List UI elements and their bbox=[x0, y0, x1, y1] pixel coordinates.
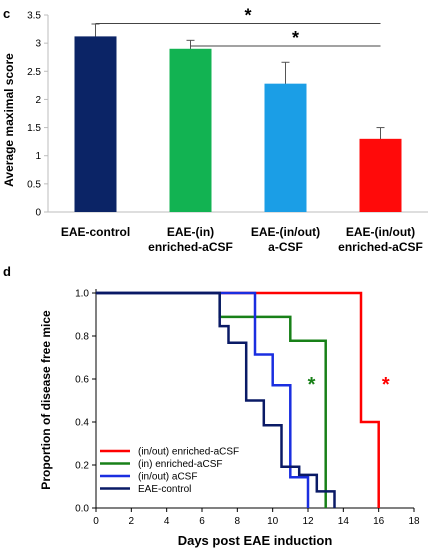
panel-c-y-ticks: 0 0.5 1 1.5 2 2.5 3 3.5 bbox=[27, 11, 48, 219]
panel-c-significance: ** bbox=[95, 5, 381, 48]
panel-d-ylabel: Proportion of disease free mice bbox=[39, 310, 53, 490]
panel-c-category-label: EAE-(in) bbox=[167, 225, 214, 239]
panel-d-series-lines bbox=[96, 291, 380, 508]
panel-d-x-tick-label: 18 bbox=[408, 516, 420, 527]
panel-d-legend: (in/out) enriched-aCSF(in) enriched-aCSF… bbox=[100, 447, 239, 495]
panel-c-y-tick-label: 1.5 bbox=[27, 123, 41, 134]
panel-d-series-line bbox=[96, 291, 336, 508]
panel-d-legend-label: (in/out) aCSF bbox=[138, 472, 197, 483]
panel-d-axes bbox=[95, 289, 414, 509]
panel-d-x-tick-label: 12 bbox=[302, 516, 314, 527]
panel-d-legend-label: (in) enriched-aCSF bbox=[138, 459, 222, 470]
panel-d-y-tick-label: 0.2 bbox=[75, 461, 89, 472]
panel-d-y-tick-label: 0.8 bbox=[75, 332, 89, 343]
panel-d-y-tick-label: 0.0 bbox=[75, 504, 89, 515]
panel-d-x-tick-label: 14 bbox=[338, 516, 350, 527]
panel-d-series-line bbox=[96, 291, 380, 508]
panel-d-y-tick-label: 0.4 bbox=[75, 418, 89, 429]
panel-c-category-label: enriched-aCSF bbox=[148, 240, 233, 254]
panel-c-category-label: a-CSF bbox=[268, 240, 303, 254]
panel-d-x-tick-label: 8 bbox=[235, 516, 241, 527]
panel-c-y-tick-label: 3.5 bbox=[27, 11, 41, 22]
panel-d-y-ticks: 0.0 0.2 0.4 0.6 0.8 1.0 bbox=[75, 289, 96, 515]
panel-d-line-chart: d Proportion of disease free mice Days p… bbox=[3, 264, 420, 548]
panel-c-significance-star: * bbox=[292, 28, 299, 48]
panel-d-x-tick-label: 16 bbox=[373, 516, 385, 527]
panel-c-error-bars bbox=[91, 23, 385, 151]
panel-c-label: c bbox=[3, 6, 10, 21]
panel-c-y-tick-label: 0.5 bbox=[27, 179, 41, 190]
panel-c-bar bbox=[169, 48, 212, 213]
panel-c-ylabel: Average maximal score bbox=[2, 53, 16, 187]
panel-d-x-tick-label: 0 bbox=[93, 516, 99, 527]
panel-c-y-tick-label: 2.5 bbox=[27, 67, 41, 78]
panel-c-bar bbox=[264, 83, 307, 212]
panel-c-y-tick-label: 1 bbox=[35, 151, 41, 162]
panel-d-annotations: * * bbox=[308, 374, 390, 396]
panel-d-significance-star: * bbox=[382, 374, 390, 396]
panel-d-label: d bbox=[3, 264, 11, 279]
panel-c-bars bbox=[74, 36, 402, 213]
panel-c-bar bbox=[74, 36, 117, 212]
panel-c-category-label: enriched-aCSF bbox=[338, 240, 423, 254]
panel-c-y-tick-label: 0 bbox=[35, 208, 41, 219]
panel-d-x-ticks: 0 2 4 6 8 10 12 14 16 18 bbox=[93, 508, 420, 527]
panel-d-x-tick-label: 2 bbox=[129, 516, 135, 527]
panel-d-x-tick-label: 10 bbox=[267, 516, 279, 527]
panel-d-legend-label: (in/out) enriched-aCSF bbox=[138, 447, 239, 458]
panel-c-y-tick-label: 2 bbox=[35, 95, 41, 106]
panel-d-x-tick-label: 6 bbox=[199, 516, 205, 527]
panel-d-legend-label: EAE-control bbox=[138, 484, 191, 495]
panel-c-category-label: EAE-(in/out) bbox=[251, 225, 320, 239]
panel-c-category-label: EAE-(in/out) bbox=[346, 225, 415, 239]
panel-c-bar bbox=[359, 138, 402, 212]
panel-d-significance-star: * bbox=[308, 374, 316, 396]
panel-d-y-tick-label: 1.0 bbox=[75, 289, 89, 300]
panel-c-x-ticks: EAE-control EAE-(in)enriched-aCSFEAE-(in/… bbox=[61, 225, 423, 254]
panel-d-x-tick-label: 4 bbox=[164, 516, 170, 527]
panel-c-bar-chart: c Average maximal score 0 0.5 1 1.5 2 2.5 3 3.5… bbox=[2, 5, 428, 254]
panel-c-category-label: EAE-control bbox=[61, 225, 130, 239]
panel-c-significance-star: * bbox=[244, 5, 251, 25]
panel-d-xlabel: Days post EAE induction bbox=[178, 533, 333, 548]
panel-c-y-tick-label: 3 bbox=[35, 39, 41, 50]
panel-d-y-tick-label: 0.6 bbox=[75, 375, 89, 386]
panel-d-series-line bbox=[96, 291, 310, 508]
